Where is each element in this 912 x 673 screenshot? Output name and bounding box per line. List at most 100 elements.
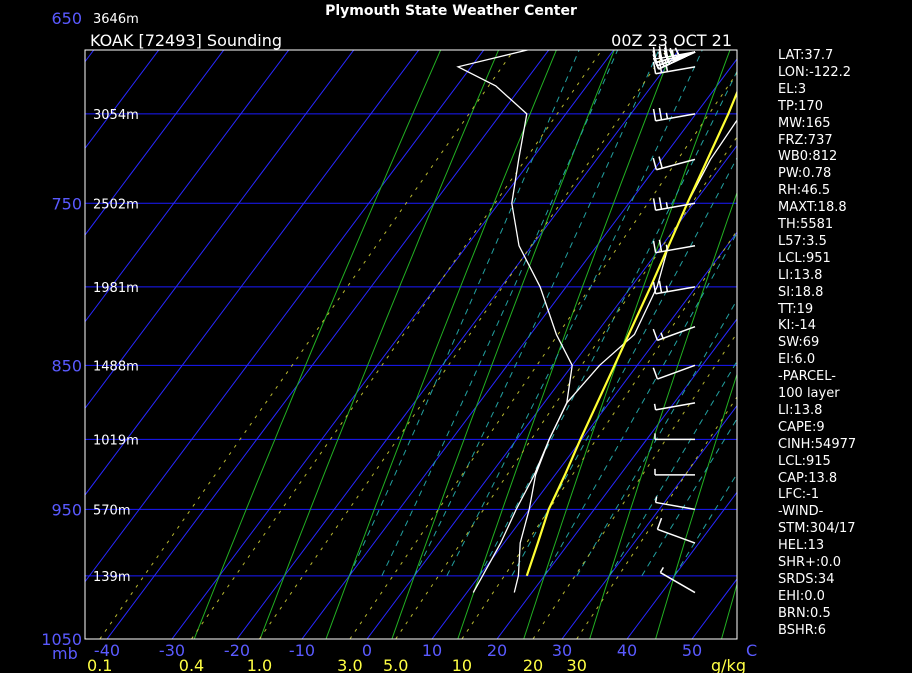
height-label: 570m [93, 503, 130, 518]
temperature-tick-label: 40 [617, 641, 637, 660]
grid-lines [0, 0, 912, 639]
wind-barb-staff [655, 202, 696, 211]
wind-barb-flag [658, 107, 663, 120]
wind-barb-staff [657, 325, 696, 342]
wind-barb-flag [658, 156, 663, 169]
temperature-unit-label: C [746, 641, 757, 660]
pressure-tick-label: 950 [51, 500, 82, 519]
dry-adiabat [325, 50, 557, 639]
wind-barb-flag [652, 157, 658, 170]
isotherm [0, 0, 912, 639]
index-row: MW:165 [778, 115, 831, 131]
index-row: CAPE:9 [778, 419, 825, 435]
wind-barb-flag [652, 54, 659, 66]
temperature-tick-label: -40 [94, 641, 120, 660]
wind-barb-staff [655, 501, 696, 511]
wind-barb-flag [652, 108, 657, 121]
dry-adiabat [523, 50, 731, 639]
parcel-line [525, 89, 737, 577]
wind-barb [652, 325, 696, 342]
wind-barb-flag [652, 198, 657, 211]
index-row: LCL:951 [778, 250, 831, 266]
index-row: SRDS:34 [778, 571, 835, 587]
dry-adiabat [391, 50, 615, 639]
temperature-tick-label: 50 [682, 641, 702, 660]
wind-barb [652, 107, 696, 122]
mixing-ratio-tick-label: 30 [567, 656, 587, 673]
dry-adiabat [589, 191, 737, 639]
index-row: RH:46.5 [778, 183, 831, 199]
temperature-tick-label: -30 [159, 641, 185, 660]
mixing-ratio-line [99, 50, 515, 639]
temperature-tick-label: 20 [487, 641, 507, 660]
dry-adiabat [655, 372, 737, 639]
index-row: SW:69 [778, 335, 820, 351]
index-row: BSHR:6 [778, 622, 827, 638]
temperature-tick-label: -20 [224, 641, 250, 660]
index-row: SI:18.8 [778, 284, 824, 300]
index-row: LON:-122.2 [778, 64, 852, 80]
mixing-ratio-tick-label: 0.4 [179, 656, 204, 673]
wind-barb [652, 364, 696, 380]
index-row: EHI:0.0 [778, 588, 825, 604]
wind-barb [652, 239, 696, 254]
wind-barb-half-flag [654, 496, 658, 503]
index-row: -PARCEL- [778, 369, 836, 385]
mixing-ratio-line [258, 50, 668, 639]
mixing-ratio-tick-label: 3.0 [337, 656, 362, 673]
pressure-tick-label: 850 [51, 356, 82, 375]
wind-barb-flag [652, 240, 657, 253]
index-row: 100 layer [778, 386, 840, 401]
index-row: LI:13.8 [778, 402, 823, 418]
wind-barb [654, 496, 696, 511]
index-row: LCL:915 [778, 453, 831, 469]
wind-barb [659, 566, 696, 594]
wind-barb-half-flag [660, 332, 664, 339]
isotherm [106, 50, 550, 639]
temperature-tick-label: -10 [289, 641, 315, 660]
plot-frame [84, 49, 738, 640]
mixing-ratio-unit-label: g/kg [711, 656, 746, 673]
moist-adiabat [543, 231, 737, 577]
index-row: TT:19 [778, 301, 814, 317]
dry-adiabat [259, 50, 500, 639]
height-label: 1019m [93, 433, 139, 448]
wind-barb-staff [655, 402, 696, 411]
index-row: L57:3.5 [778, 233, 827, 249]
wind-barb-staff [657, 528, 696, 544]
datetime-label: 00Z 23 OCT 21 [611, 31, 732, 50]
moist-adiabat [511, 156, 737, 577]
height-label: 1488m [93, 359, 139, 374]
wind-barb-staff [659, 571, 696, 594]
mixing-ratio-tick-label: 0.1 [87, 656, 112, 673]
mixing-ratio-tick-label: 1.0 [247, 656, 272, 673]
wind-barb-flag [658, 239, 663, 252]
index-row: MAXT:18.8 [778, 200, 847, 216]
wind-barb-flag [652, 281, 657, 294]
wind-barb-flag [652, 328, 659, 341]
moist-adiabat [348, 50, 580, 577]
index-row: LAT:37.7 [778, 48, 834, 63]
index-row: TH:5581 [778, 217, 834, 232]
wind-barb-flag [658, 197, 663, 210]
isotherm [171, 50, 615, 639]
axis-labels: 150250350450550650750850950105013880m121… [41, 9, 702, 673]
mixing-ratio-line [191, 50, 603, 639]
wind-barb-flag [658, 280, 663, 293]
wind-barb-half-flag [665, 285, 669, 292]
isotherm [0, 0, 912, 639]
temperature-tick-label: 30 [552, 641, 572, 660]
index-row: HEL:13 [778, 538, 825, 554]
index-row: KI:-14 [778, 318, 816, 334]
index-row: TP:170 [778, 98, 823, 114]
wind-barb-half-flag [665, 202, 669, 209]
index-row: SHR+:0.0 [778, 555, 842, 570]
height-label: 3646m [93, 12, 139, 27]
station-label: KOAK [72493] Sounding [90, 31, 282, 50]
pressure-tick-label: 1050 [41, 630, 82, 649]
height-label: 139m [93, 570, 130, 585]
dry-adiabat [193, 50, 442, 639]
wind-barb-flag [652, 46, 657, 60]
wind-barbs [652, 44, 696, 594]
